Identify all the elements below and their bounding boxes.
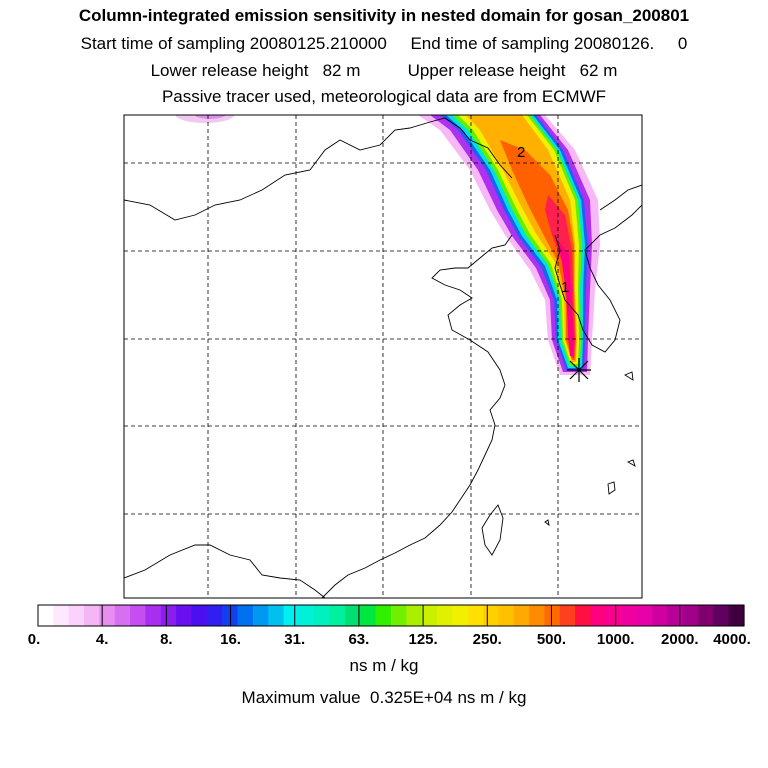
colorbar-cell	[713, 605, 730, 626]
colorbar-cell	[651, 605, 668, 626]
colorbar-cell	[467, 605, 484, 626]
colorbar-cells	[38, 605, 745, 626]
colorbar-cell	[590, 605, 607, 626]
colorbar-cell	[544, 605, 561, 626]
colorbar-cell	[391, 605, 407, 626]
colorbar-tick-label: 4.	[96, 631, 109, 648]
colorbar-tick-label: 63.	[348, 631, 369, 648]
colorbar-cell	[360, 605, 377, 626]
colorbar-tick-label: 250.	[473, 631, 502, 648]
colorbar-cell	[682, 605, 699, 626]
colorbar-cell	[575, 605, 592, 626]
plume-label-1: 1	[561, 279, 569, 296]
colorbar-cell	[605, 605, 622, 626]
colorbar-cell	[191, 605, 208, 626]
colorbar-tick-label: 1000.	[597, 631, 635, 648]
colorbar-tick-label: 16.	[220, 631, 241, 648]
colorbar-cell	[421, 605, 438, 626]
colorbar-cell	[498, 605, 515, 626]
colorbar-cell	[314, 605, 331, 626]
sampling-times: Start time of sampling 20080125.210000 E…	[80, 34, 688, 53]
colorbar-cell	[329, 605, 346, 626]
colorbar-cell	[406, 605, 423, 626]
graticule	[124, 115, 642, 598]
colorbar-cell	[437, 605, 453, 626]
colorbar-cell	[38, 605, 54, 626]
colorbar-cell	[68, 605, 85, 626]
colorbar-cell	[344, 605, 361, 626]
colorbar-cell	[53, 605, 70, 626]
release-heights: Lower release height 82 m Upper release …	[150, 61, 618, 80]
plume-field	[175, 115, 600, 375]
colorbar-tick-label: 2000.	[661, 631, 699, 648]
colorbar-dividers	[101, 605, 681, 626]
colorbar-border	[37, 604, 745, 627]
colorbar-cell	[559, 605, 576, 626]
colorbar-cell	[268, 605, 285, 626]
colorbar-tick-label: 4000.	[713, 631, 751, 648]
colorbar-cell	[252, 605, 269, 626]
colorbar-cell	[697, 605, 714, 626]
plume-label-2: 2	[517, 144, 525, 161]
plot-title: Column-integrated emission sensitivity i…	[78, 6, 690, 25]
coastlines	[124, 117, 642, 598]
colorbar-cell	[529, 605, 546, 626]
colorbar-cell	[667, 605, 684, 626]
map-frame	[123, 114, 643, 599]
colorbar-tick-label: 8.	[160, 631, 173, 648]
colorbar-cell	[483, 605, 500, 626]
colorbar-cell	[621, 605, 638, 626]
colorbar-cell	[206, 605, 223, 626]
colorbar-cell	[237, 605, 254, 626]
colorbar-cell	[298, 605, 315, 626]
colorbar-tick-label: 31.	[284, 631, 305, 648]
colorbar-cell	[728, 605, 745, 626]
colorbar-cell	[114, 605, 131, 626]
colorbar-ticks: 0. 4. 8. 16. 31. 63. 125. 250. 500. 1000. 2000. 400…	[28, 631, 751, 648]
colorbar-tick-label: 0.	[28, 631, 41, 648]
colorbar-cell	[283, 605, 300, 626]
colorbar-cell	[160, 605, 177, 626]
colorbar-units: ns m / kg	[349, 656, 419, 675]
colorbar-cell	[130, 605, 147, 626]
colorbar-cell	[636, 605, 653, 626]
maximum-value: Maximum value 0.325E+04 ns m / kg	[241, 688, 527, 707]
colorbar-cell	[99, 605, 116, 626]
colorbar-cell	[375, 605, 392, 626]
colorbar-cell	[452, 605, 469, 626]
colorbar-cell	[513, 605, 530, 626]
colorbar-cell	[145, 605, 162, 626]
receptor-star-icon	[567, 358, 591, 382]
colorbar-tick-label: 125.	[408, 631, 437, 648]
colorbar-tick-label: 500.	[537, 631, 566, 648]
tracer-info: Passive tracer used, meteorological data…	[161, 87, 607, 106]
colorbar-cell	[84, 605, 100, 626]
colorbar-cell	[176, 605, 193, 626]
